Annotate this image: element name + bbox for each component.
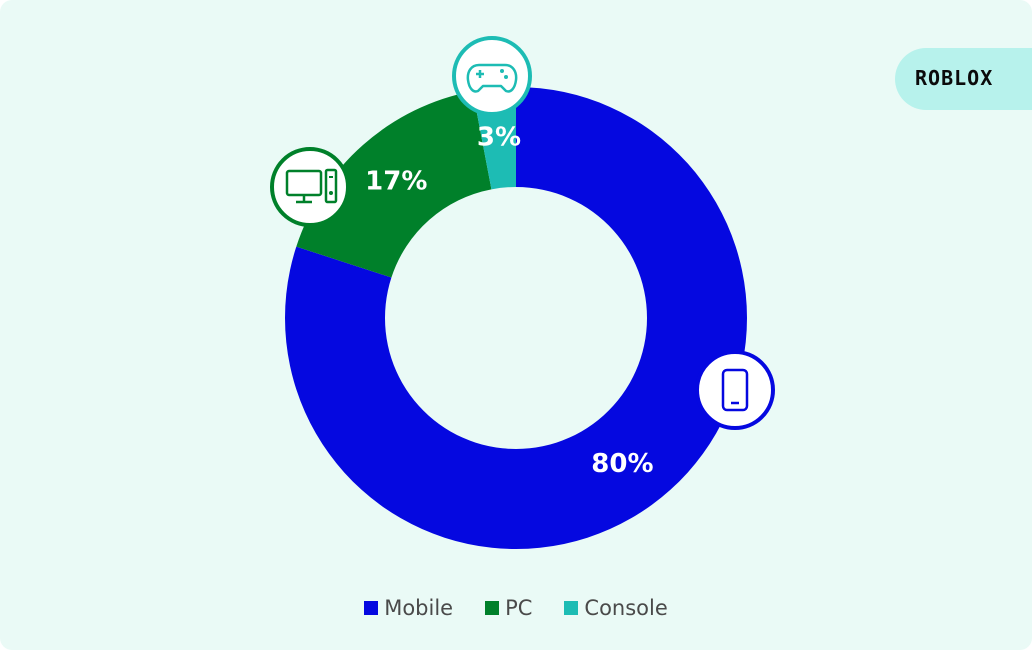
legend-swatch-pc (485, 601, 500, 615)
legend-item-pc: PC (485, 596, 532, 620)
legend-swatch-console (564, 601, 579, 615)
roblox-logo: ROBLOX (915, 66, 994, 90)
chart-legend: Mobile PC Console (0, 596, 1032, 620)
brand-badge (895, 48, 1032, 110)
phone-icon (695, 350, 775, 430)
legend-item-console: Console (564, 596, 668, 620)
data-label-mobile: 80% (591, 449, 653, 479)
legend-label-console: Console (584, 596, 668, 620)
slice-pc (296, 91, 492, 278)
legend-item-mobile: Mobile (364, 596, 453, 620)
data-label-pc: 17% (365, 167, 427, 197)
slice-mobile (285, 87, 747, 549)
desktop-computer-icon (270, 147, 350, 227)
data-label-console: 3% (477, 122, 521, 152)
legend-swatch-mobile (364, 601, 379, 615)
legend-label-pc: PC (505, 596, 533, 620)
gamepad-icon (452, 36, 532, 116)
legend-label-mobile: Mobile (384, 596, 454, 620)
